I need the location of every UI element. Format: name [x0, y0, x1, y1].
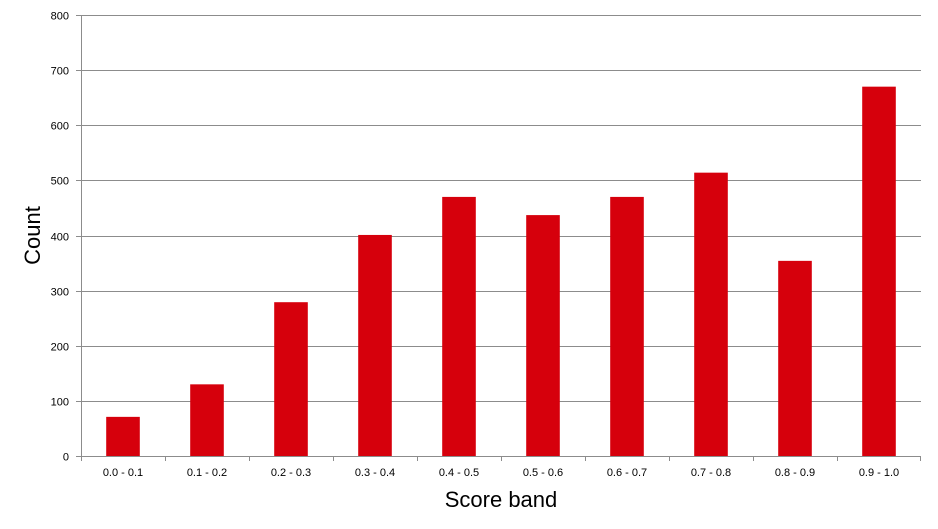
y-axis-title: Count	[20, 206, 45, 265]
x-tick-label: 0.9 - 1.0	[859, 467, 899, 479]
y-tick-label: 100	[51, 397, 69, 409]
bar	[610, 197, 644, 456]
x-tick-label: 0.7 - 0.8	[691, 467, 731, 479]
bar	[694, 173, 728, 456]
x-tick-label: 0.2 - 0.3	[271, 467, 311, 479]
y-tick-label: 800	[51, 11, 69, 23]
bar	[190, 384, 224, 456]
bar	[358, 235, 392, 456]
y-tick-label: 200	[51, 342, 69, 354]
x-tick-label: 0.0 - 0.1	[103, 467, 143, 479]
bar	[526, 215, 560, 456]
bar	[442, 197, 476, 456]
bar	[106, 417, 140, 456]
x-tick-label: 0.3 - 0.4	[355, 467, 395, 479]
y-tick-label: 600	[51, 121, 69, 133]
y-tick-label: 0	[63, 452, 69, 464]
bar	[274, 302, 308, 456]
x-tick-label: 0.6 - 0.7	[607, 467, 647, 479]
x-tick-label: 0.8 - 0.9	[775, 467, 815, 479]
y-tick-label: 400	[51, 232, 69, 244]
x-axis-title: Score band	[445, 487, 558, 512]
x-tick-label: 0.4 - 0.5	[439, 467, 479, 479]
bar	[778, 261, 812, 456]
bar	[862, 87, 896, 456]
y-tick-label: 700	[51, 66, 69, 78]
y-tick-label: 300	[51, 287, 69, 299]
x-tick-label: 0.1 - 0.2	[187, 467, 227, 479]
y-tick-label: 500	[51, 176, 69, 188]
y-tick-labels: 0 100 200 300 400 500 600 700 800	[51, 11, 81, 464]
bars	[106, 87, 896, 456]
x-tick-label: 0.5 - 0.6	[523, 467, 563, 479]
x-tick-labels: 0.0 - 0.1 0.1 - 0.2 0.2 - 0.3 0.3 - 0.4 0.4 …	[82, 456, 921, 479]
